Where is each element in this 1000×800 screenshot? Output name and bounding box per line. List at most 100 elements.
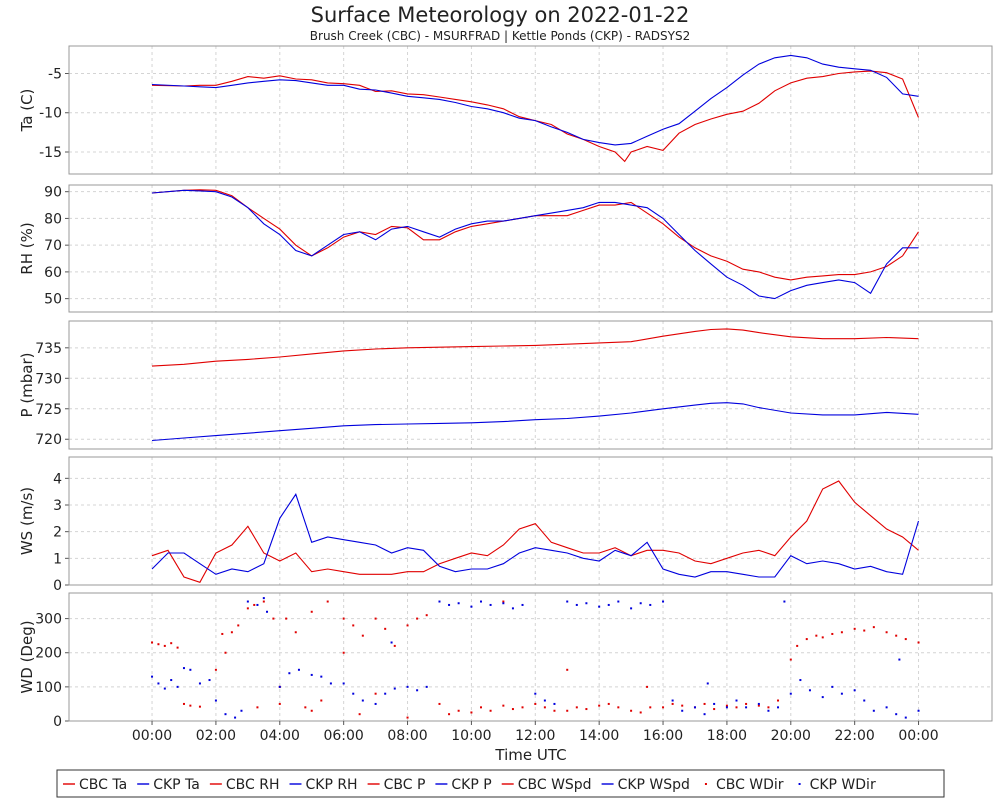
- data-point: [745, 706, 748, 709]
- data-point: [198, 705, 201, 708]
- data-point: [521, 603, 524, 606]
- data-point: [406, 716, 409, 719]
- y-tick-label: 80: [44, 211, 62, 227]
- data-point: [304, 706, 307, 709]
- data-point: [374, 692, 377, 695]
- x-tick-label: 12:00: [515, 728, 555, 744]
- legend-item: CBC WSpd: [501, 777, 592, 793]
- data-point: [170, 679, 173, 682]
- data-point: [182, 702, 185, 705]
- y-tick-label: 725: [35, 402, 62, 418]
- data-point: [543, 706, 546, 709]
- data-point: [521, 706, 524, 709]
- legend-label: CBC WDir: [716, 777, 784, 793]
- data-point: [703, 713, 706, 716]
- data-point: [598, 605, 601, 608]
- y-tick-label: 3: [53, 498, 62, 514]
- data-point: [361, 699, 364, 702]
- data-point: [693, 706, 696, 709]
- data-point: [735, 706, 738, 709]
- x-tick-label: 02:00: [196, 728, 236, 744]
- y-tick-label: 50: [44, 292, 62, 308]
- series-line-cbc-wspd: [151, 480, 919, 583]
- data-point: [630, 709, 633, 712]
- data-point: [895, 713, 898, 716]
- data-point: [617, 600, 620, 603]
- data-point: [607, 603, 610, 606]
- panel-2: 735 730 725 720 P (mbar): [18, 320, 993, 450]
- data-point: [646, 685, 649, 688]
- data-point: [783, 600, 786, 603]
- data-point: [872, 626, 875, 629]
- data-point: [917, 641, 920, 644]
- data-point: [470, 711, 473, 714]
- legend-item: CKP WDir: [798, 777, 876, 793]
- data-point: [502, 600, 505, 603]
- data-point: [863, 629, 866, 632]
- data-point: [789, 658, 792, 661]
- data-point: [681, 704, 684, 707]
- data-point: [853, 689, 856, 692]
- panel-1: 90 80 70 60 50 RH (%): [18, 184, 993, 313]
- x-tick-label: 22:00: [834, 728, 874, 744]
- data-point: [221, 632, 224, 635]
- data-point: [285, 617, 288, 620]
- panel-series: [151, 328, 919, 442]
- x-tick-label: 20:00: [771, 728, 811, 744]
- data-point: [246, 600, 249, 603]
- data-point: [745, 702, 748, 705]
- data-point: [294, 631, 297, 634]
- y-tick-label: 90: [44, 185, 62, 201]
- panel-3: 4 3 2 1 0 WS (m/s): [18, 456, 993, 594]
- data-point: [511, 708, 514, 711]
- chart-title: Surface Meteorology on 2022-01-22: [311, 3, 690, 27]
- data-point: [310, 610, 313, 613]
- y-tick-label: 730: [35, 371, 62, 387]
- data-point: [863, 699, 866, 702]
- y-axis-label: WD (Deg): [18, 620, 36, 693]
- data-point: [176, 685, 179, 688]
- data-point: [566, 709, 569, 712]
- legend-swatch: [798, 783, 801, 785]
- data-point: [703, 702, 706, 705]
- data-point: [163, 687, 166, 690]
- panel-background: [69, 457, 992, 585]
- data-point: [662, 706, 665, 709]
- data-point: [904, 638, 907, 641]
- data-point: [361, 634, 364, 637]
- data-point: [895, 634, 898, 637]
- data-point: [840, 692, 843, 695]
- data-point: [198, 682, 201, 685]
- data-point: [853, 627, 856, 630]
- data-point: [639, 711, 642, 714]
- legend-label: CKP WSpd: [618, 777, 690, 793]
- data-point: [831, 632, 834, 635]
- data-point: [262, 600, 265, 603]
- y-tick-label: -15: [39, 145, 62, 161]
- data-point: [671, 702, 674, 705]
- legend-item: CBC RH: [209, 777, 279, 793]
- panel-series: [151, 189, 919, 300]
- data-point: [566, 668, 569, 671]
- data-point: [393, 687, 396, 690]
- x-tick-label: 06:00: [323, 728, 363, 744]
- data-point: [598, 704, 601, 707]
- x-axis-label: Time UTC: [494, 746, 566, 764]
- data-point: [406, 685, 409, 688]
- legend-item: CKP WSpd: [601, 777, 690, 793]
- x-tick-label: 10:00: [451, 728, 491, 744]
- data-point: [796, 644, 799, 647]
- data-point: [214, 668, 217, 671]
- data-point: [234, 716, 237, 719]
- data-point: [262, 597, 265, 600]
- data-point: [639, 602, 642, 605]
- data-point: [553, 702, 556, 705]
- data-point: [872, 709, 875, 712]
- data-point: [384, 692, 387, 695]
- data-point: [342, 651, 345, 654]
- x-tick-label: 08:00: [387, 728, 427, 744]
- legend: CBC Ta CKP Ta CBC RH CKP RH CBC P CKP P CBC WS…: [56, 769, 945, 798]
- data-point: [553, 709, 556, 712]
- data-point: [630, 607, 633, 610]
- data-point: [224, 651, 227, 654]
